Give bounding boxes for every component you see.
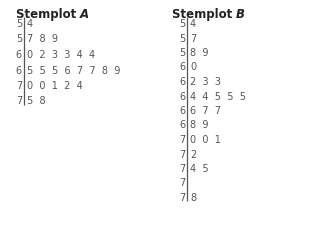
- Text: 7: 7: [190, 33, 196, 43]
- Text: B: B: [236, 8, 245, 21]
- Text: 7: 7: [179, 192, 185, 202]
- Text: 7: 7: [16, 96, 22, 106]
- Text: 7: 7: [179, 178, 185, 188]
- Text: 7: 7: [179, 134, 185, 144]
- Text: 6: 6: [16, 50, 22, 60]
- Text: 6: 6: [179, 106, 185, 115]
- Text: 5: 5: [179, 19, 185, 29]
- Text: 8  9: 8 9: [190, 120, 209, 130]
- Text: 0  0  1: 0 0 1: [190, 134, 221, 144]
- Text: 4: 4: [27, 19, 33, 29]
- Text: 4: 4: [190, 19, 196, 29]
- Text: 6: 6: [179, 120, 185, 130]
- Text: 6  7  7: 6 7 7: [190, 106, 221, 115]
- Text: 0: 0: [190, 62, 196, 72]
- Text: 5: 5: [179, 33, 185, 43]
- Text: 7: 7: [179, 149, 185, 159]
- Text: 8: 8: [190, 192, 196, 202]
- Text: 0  0  1  2  4: 0 0 1 2 4: [27, 81, 83, 91]
- Text: 5  5  5  6  7  7  8  9: 5 5 5 6 7 7 8 9: [27, 65, 120, 75]
- Text: Stemplot: Stemplot: [15, 8, 80, 21]
- Text: 5  8: 5 8: [27, 96, 46, 106]
- Text: 5: 5: [16, 34, 22, 44]
- Text: 6: 6: [179, 62, 185, 72]
- Text: Stemplot: Stemplot: [172, 8, 236, 21]
- Text: 4  5: 4 5: [190, 163, 209, 173]
- Text: 6: 6: [16, 65, 22, 75]
- Text: 8  9: 8 9: [190, 48, 209, 58]
- Text: 2: 2: [190, 149, 196, 159]
- Text: 6: 6: [179, 77, 185, 87]
- Text: 2  3  3: 2 3 3: [190, 77, 221, 87]
- Text: 6: 6: [179, 91, 185, 101]
- Text: 7: 7: [16, 81, 22, 91]
- Text: 7  8  9: 7 8 9: [27, 34, 58, 44]
- Text: 7: 7: [179, 163, 185, 173]
- Text: 5: 5: [179, 48, 185, 58]
- Text: 0  2  3  3  4  4: 0 2 3 3 4 4: [27, 50, 95, 60]
- Text: 4  4  5  5  5: 4 4 5 5 5: [190, 91, 246, 101]
- Text: 5: 5: [16, 19, 22, 29]
- Text: A: A: [80, 8, 89, 21]
